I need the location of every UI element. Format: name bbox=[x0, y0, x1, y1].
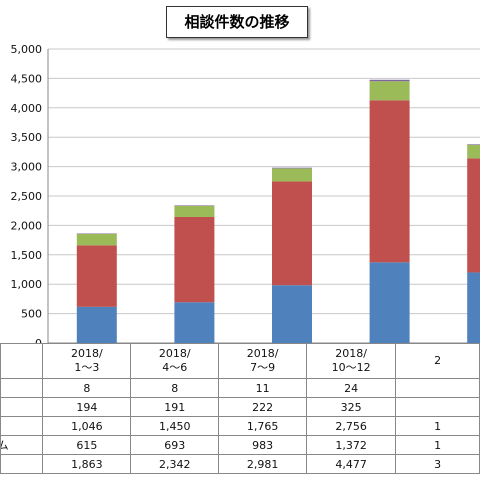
y-tick-label: 4,000 bbox=[11, 102, 43, 115]
y-tick-label: 1,000 bbox=[11, 278, 43, 291]
bar-segment bbox=[467, 144, 480, 159]
table-cell bbox=[0, 416, 44, 436]
stacked-bar-chart: 0 500 1,000 1,500 2,000 2,500 3,000 3,500 4,000 4… bbox=[11, 43, 480, 343]
table-row: ール194191222325 bbox=[0, 397, 480, 417]
table-row: 1,046 1,450 1,765 2,756 1 bbox=[0, 416, 480, 436]
table-cell: 1,450 bbox=[130, 416, 220, 436]
table-cell: 222 bbox=[218, 397, 308, 417]
table-cell: の他 bbox=[0, 378, 44, 398]
table-cell: 2018/10～12 bbox=[306, 343, 397, 379]
table-cell: 3 bbox=[395, 454, 480, 474]
table-cell: 1 bbox=[395, 435, 480, 455]
table-cell bbox=[395, 397, 480, 417]
bar-segment bbox=[272, 285, 312, 343]
bar-segment bbox=[76, 233, 117, 246]
data-table: 2018/1～32018/4～62018/7～92018/10～122の他881… bbox=[0, 343, 480, 474]
table-cell: 194 bbox=[42, 397, 132, 417]
bar-segment bbox=[369, 79, 410, 82]
table-cell: 8 bbox=[42, 378, 132, 398]
table-cell: システム bbox=[0, 435, 44, 455]
bar-segment bbox=[174, 302, 215, 343]
table-cell: 983 bbox=[218, 435, 308, 455]
table-row: 1,863 2,342 2,981 4,477 3 bbox=[0, 454, 480, 474]
bar-segment bbox=[174, 216, 215, 303]
table-cell: 2018/4～6 bbox=[130, 343, 220, 379]
y-tick-label: 2,500 bbox=[11, 190, 43, 203]
table-cell: 2,342 bbox=[130, 454, 220, 474]
bar-segment bbox=[369, 100, 410, 263]
table-cell: 2018/7～9 bbox=[218, 343, 308, 379]
table-cell: 2 bbox=[395, 343, 480, 379]
row-label: システム bbox=[2, 437, 9, 453]
y-tick-label: 1,500 bbox=[11, 249, 43, 262]
table-cell bbox=[395, 378, 480, 398]
bar-segment bbox=[369, 81, 410, 101]
chart-title: 相談件数の推移 bbox=[166, 6, 308, 38]
table-cell: 2,756 bbox=[306, 416, 397, 436]
table-cell: ール bbox=[0, 397, 44, 417]
table-cell: 11 bbox=[218, 378, 308, 398]
table-cell: 1,372 bbox=[306, 435, 397, 455]
table-cell: 325 bbox=[306, 397, 397, 417]
bar-segment bbox=[467, 158, 480, 273]
y-tick-label: 500 bbox=[21, 308, 42, 321]
bar-segment bbox=[174, 205, 215, 217]
table-cell: 8 bbox=[130, 378, 220, 398]
table-cell: 1,863 bbox=[42, 454, 132, 474]
bar-segment bbox=[76, 306, 117, 343]
table-cell: 615 bbox=[42, 435, 132, 455]
bar-segment bbox=[272, 181, 312, 286]
y-tick-label: 5,000 bbox=[11, 43, 43, 56]
y-tick-label: 2,000 bbox=[11, 219, 43, 232]
table-cell: 2018/1～3 bbox=[42, 343, 132, 379]
table-cell: 1,046 bbox=[42, 416, 132, 436]
table-cell: 1 bbox=[395, 416, 480, 436]
table-cell: 24 bbox=[306, 378, 397, 398]
table-cell: 1,765 bbox=[218, 416, 308, 436]
table-cell: 4,477 bbox=[306, 454, 397, 474]
table-cell bbox=[0, 454, 44, 474]
bar-segment bbox=[272, 168, 312, 182]
table-cell: 693 bbox=[130, 435, 220, 455]
y-tick-label: 3,000 bbox=[11, 161, 43, 174]
bar-segment bbox=[272, 167, 312, 169]
bar-segment bbox=[369, 262, 410, 343]
bar-segment bbox=[467, 144, 480, 145]
y-tick-label: 4,500 bbox=[11, 72, 43, 85]
table-cell bbox=[0, 343, 44, 379]
y-tick-label: 0 bbox=[35, 337, 42, 343]
table-row: の他881124 bbox=[0, 378, 480, 398]
table-header-row: 2018/1～3 2018/4～6 2018/7～9 2018/10～12 2 bbox=[0, 343, 480, 379]
bar-segment bbox=[76, 245, 117, 307]
bar-segment bbox=[467, 272, 480, 343]
table-cell: 191 bbox=[130, 397, 220, 417]
y-tick-label: 3,500 bbox=[11, 131, 43, 144]
table-cell: 2,981 bbox=[218, 454, 308, 474]
